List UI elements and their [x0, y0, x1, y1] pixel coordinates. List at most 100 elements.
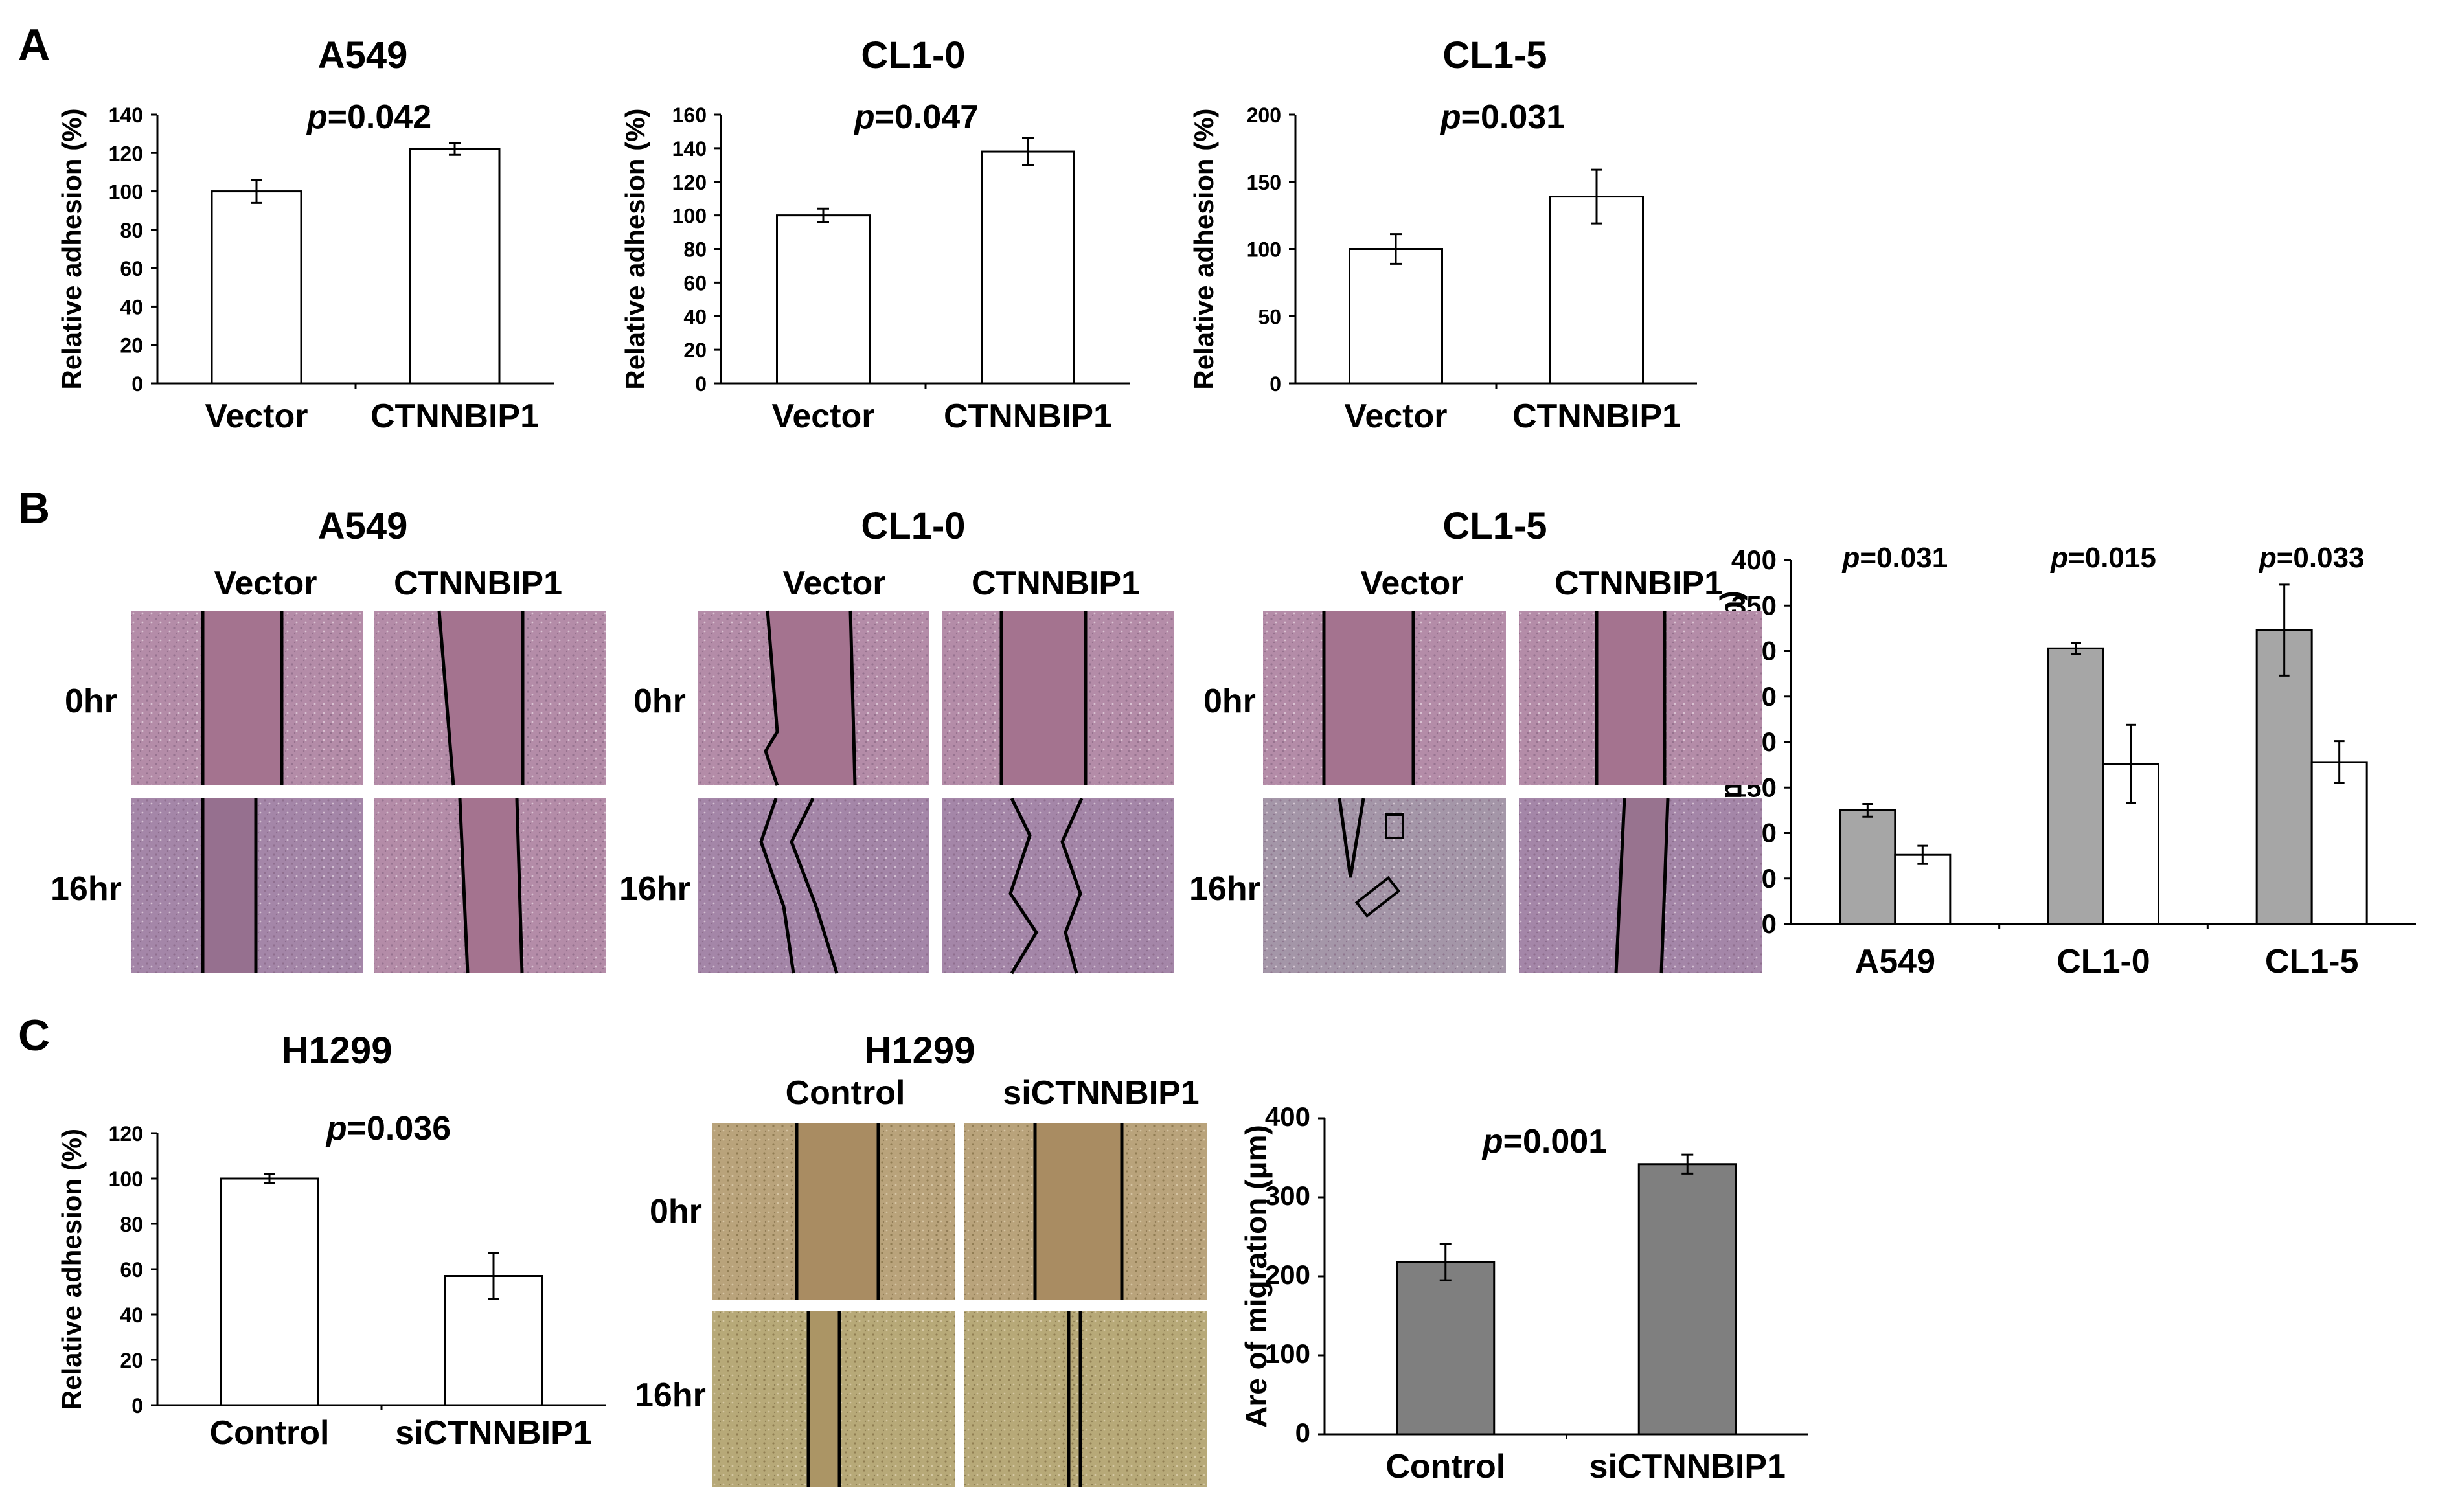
- y-tick-label: 140: [109, 104, 143, 127]
- x-category-label: CTNNBIP1: [370, 398, 539, 435]
- bar: [211, 190, 302, 385]
- micrograph: [964, 1311, 1207, 1487]
- x-category-label: Control: [1385, 1448, 1505, 1485]
- bar: [1637, 1163, 1737, 1436]
- micrograph: [1519, 611, 1762, 785]
- y-tick-label: 400: [1265, 1101, 1310, 1132]
- chart-title: H1299: [282, 1030, 393, 1072]
- b-col-label-ctnnbip1: CTNNBIP1: [1555, 565, 1723, 602]
- y-tick-label: 60: [120, 1258, 143, 1281]
- x-category-label: Vector: [1345, 398, 1448, 435]
- micrograph: [374, 610, 606, 786]
- p-value-label: p=0.001: [1481, 1123, 1607, 1160]
- bar-vector: [1839, 809, 1896, 925]
- micrograph: [964, 1123, 1207, 1300]
- chart-title: CL1-5: [1442, 34, 1547, 76]
- y-axis-label: Are of migration (μm): [1239, 1125, 1273, 1428]
- x-category-label: CL1-5: [2265, 943, 2358, 980]
- y-tick-label: 120: [109, 142, 143, 165]
- micrograph: [1519, 798, 1762, 974]
- x-category-label: Vector: [772, 398, 875, 435]
- c-row-label-0hr: 0hr: [650, 1193, 702, 1230]
- p-value-label: p=0.047: [853, 98, 979, 136]
- b-group-title-cl10: CL1-0: [861, 505, 965, 547]
- micrograph: [712, 1123, 955, 1300]
- micrograph: [1263, 798, 1506, 973]
- p-value-label: p=0.031: [1841, 542, 1948, 574]
- y-tick-label: 20: [120, 334, 143, 357]
- micrograph: [942, 611, 1174, 785]
- b-row-label-0hr: 0hr: [1203, 683, 1256, 720]
- p-value-label: p=0.036: [325, 1110, 451, 1147]
- y-tick-label: 150: [1247, 171, 1281, 194]
- x-category-label: Vector: [205, 398, 308, 435]
- chart-a-a549-adhesion: A549 p=0.042 0 20 40 60 80 100 120 140 Relative ad…: [56, 34, 554, 435]
- b-group-title-cl15: CL1-5: [1442, 505, 1547, 547]
- micrograph: [131, 611, 363, 785]
- y-tick-label: 80: [120, 219, 143, 242]
- micrograph: [1263, 611, 1506, 785]
- panel-b-images: A549 Vector CTNNBIP1 0hr 16hr CL1-0 Vect…: [51, 505, 1762, 975]
- b-col-label-vector: Vector: [1361, 565, 1464, 602]
- y-tick-label: 200: [1265, 1259, 1310, 1290]
- y-tick-label: 120: [672, 171, 707, 194]
- p-value-label: p=0.042: [306, 98, 431, 136]
- x-category-label: A549: [1855, 943, 1935, 980]
- chart-c-h1299-adhesion: H1299 p=0.036 0 20 40 60 80 100 120 Relative adhe…: [56, 1030, 606, 1452]
- bar-vector: [2255, 629, 2313, 925]
- micrograph: [712, 1311, 955, 1487]
- b-row-label-0hr: 0hr: [65, 683, 117, 720]
- chart-title: CL1-0: [861, 34, 965, 76]
- x-category-label: Control: [210, 1414, 330, 1452]
- b-col-label-vector: Vector: [783, 565, 886, 602]
- c-col-label-sictnnbip1: siCTNNBIP1: [1003, 1074, 1199, 1112]
- chart-a-cl10-adhesion: CL1-0 p=0.047 0 20 40 60 80 100 120 140 160 Relativ…: [620, 34, 1130, 435]
- y-tick-label: 120: [109, 1122, 143, 1145]
- c-row-label-16hr: 16hr: [635, 1377, 706, 1414]
- y-tick-label: 20: [683, 339, 707, 362]
- y-tick-label: 20: [120, 1349, 143, 1372]
- x-category-label: CL1-0: [2056, 943, 2150, 980]
- y-axis-label: Relative adhesion (%): [56, 108, 87, 389]
- y-tick-label: 60: [683, 271, 707, 295]
- y-tick-label: 200: [1247, 104, 1281, 127]
- micrograph: [374, 798, 606, 974]
- b-col-label-vector: Vector: [214, 565, 317, 602]
- micrograph: [942, 797, 1174, 975]
- x-category-label: siCTNNBIP1: [395, 1414, 591, 1452]
- b-row-label-0hr: 0hr: [633, 683, 686, 720]
- micrograph: [698, 797, 929, 974]
- bar: [220, 1177, 319, 1406]
- y-tick-label: 40: [120, 1303, 143, 1327]
- y-tick-label: 50: [1258, 305, 1281, 328]
- bar: [1349, 248, 1443, 385]
- panel-label-a: A: [18, 20, 50, 69]
- x-category-label: CTNNBIP1: [944, 398, 1112, 435]
- y-tick-label: 100: [1247, 238, 1281, 262]
- y-tick-label: 40: [683, 305, 707, 328]
- y-tick-label: 100: [109, 181, 143, 204]
- panel-label-b: B: [18, 484, 50, 533]
- y-tick-label: 0: [131, 1394, 143, 1417]
- chart-b-migration: 050100150200250300350400Are of migration…: [1714, 542, 2416, 980]
- y-tick-label: 300: [1265, 1180, 1310, 1211]
- y-tick-label: 100: [672, 205, 707, 228]
- y-tick-label: 0: [1270, 372, 1281, 396]
- y-tick-label: 0: [1295, 1417, 1310, 1448]
- bar-ctnnbip1: [1894, 853, 1952, 925]
- y-tick-label: 80: [683, 238, 707, 262]
- y-tick-label: 100: [109, 1168, 143, 1191]
- b-group-title-a549: A549: [318, 505, 408, 547]
- bar: [409, 148, 501, 385]
- y-tick-label: 400: [1731, 545, 1777, 575]
- b-row-label-16hr: 16hr: [51, 870, 122, 908]
- c-images-title: H1299: [865, 1030, 975, 1072]
- bar-vector: [2047, 647, 2104, 925]
- y-tick-label: 80: [120, 1213, 143, 1236]
- y-axis-label: Relative adhesion (%): [56, 1129, 87, 1410]
- bar: [776, 214, 871, 385]
- p-value-label: p=0.031: [1439, 98, 1565, 136]
- y-tick-label: 0: [1762, 908, 1777, 939]
